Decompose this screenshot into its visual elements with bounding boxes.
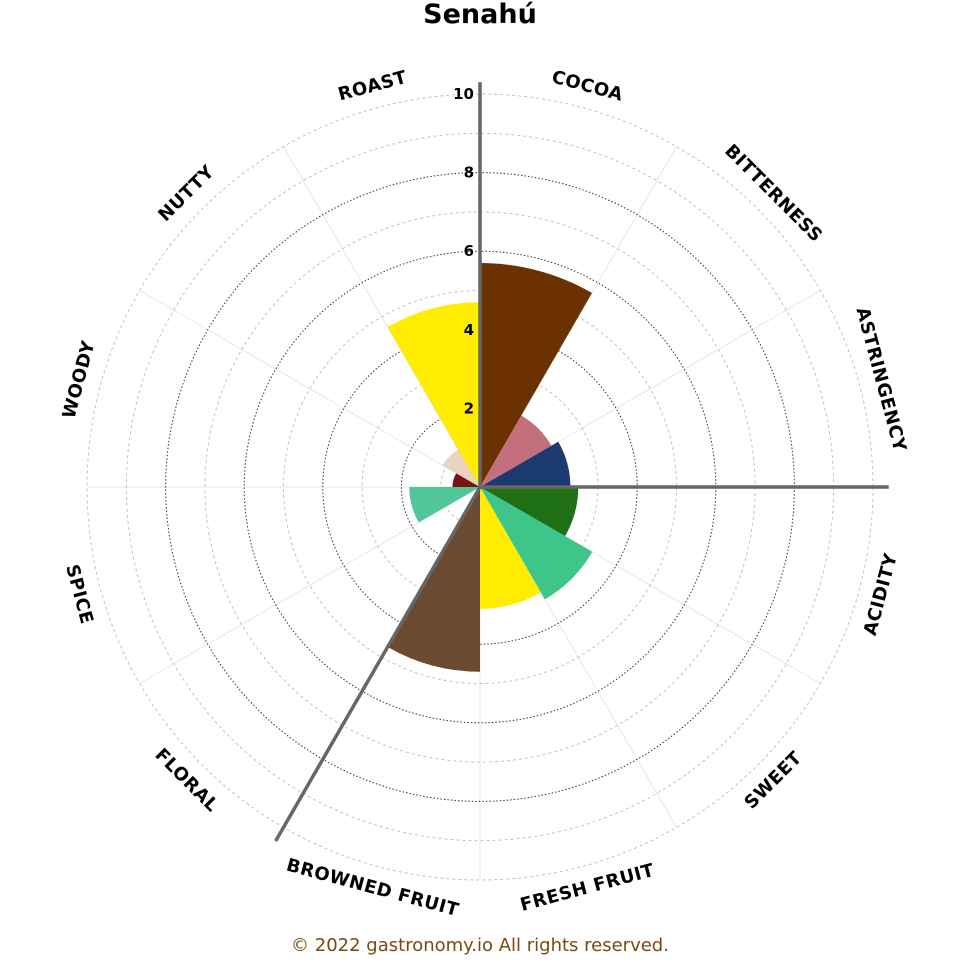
category-label-nutty: NUTTY: [154, 161, 219, 226]
category-label-acidity: ACIDITY: [860, 551, 902, 638]
bar-bitterness: [480, 415, 552, 487]
category-label-browned-fruit: BROWNED FRUIT: [284, 855, 461, 921]
bar-acidity: [480, 487, 579, 537]
category-label-bitterness: BITTERNESS: [720, 141, 826, 247]
chart-title: Senahú: [423, 0, 537, 30]
radial-tick-label: 2: [464, 399, 474, 417]
category-label-astringency: ASTRINGENCY: [851, 305, 910, 454]
category-label-fresh-fruit: FRESH FRUIT: [518, 860, 657, 916]
category-label-sweet: SWEET: [740, 747, 806, 813]
bar-sweet: [480, 487, 593, 600]
category-label-roast: ROAST: [336, 67, 410, 106]
bar-browned-fruit: [387, 487, 480, 672]
category-label-spice: SPICE: [61, 562, 97, 626]
category-label-floral: FLORAL: [151, 744, 223, 816]
axis-lines: [274, 82, 889, 842]
category-label-cocoa: COCOA: [549, 67, 625, 106]
radial-tick-label: 10: [453, 85, 474, 103]
bar-woody: [452, 473, 480, 487]
bars: [387, 262, 593, 672]
copyright-text: © 2022 gastronomy.io All rights reserved…: [291, 935, 669, 956]
bar-astringency: [480, 441, 571, 487]
radial-tick-label: 6: [464, 242, 474, 260]
bar-spice: [409, 487, 480, 523]
bar-fresh-fruit: [480, 487, 541, 609]
radial-tick-label: 8: [464, 164, 474, 182]
radial-tick-label: 4: [464, 321, 474, 339]
bar-roast: [387, 302, 480, 487]
grid-spoke: [139, 290, 481, 488]
radial-tick-labels: 2 4 6 8 10: [453, 85, 474, 417]
bar-nutty: [442, 449, 480, 487]
category-label-woody: WOODY: [59, 338, 100, 421]
bar-cocoa: [480, 262, 593, 487]
axis-line: [274, 486, 482, 842]
